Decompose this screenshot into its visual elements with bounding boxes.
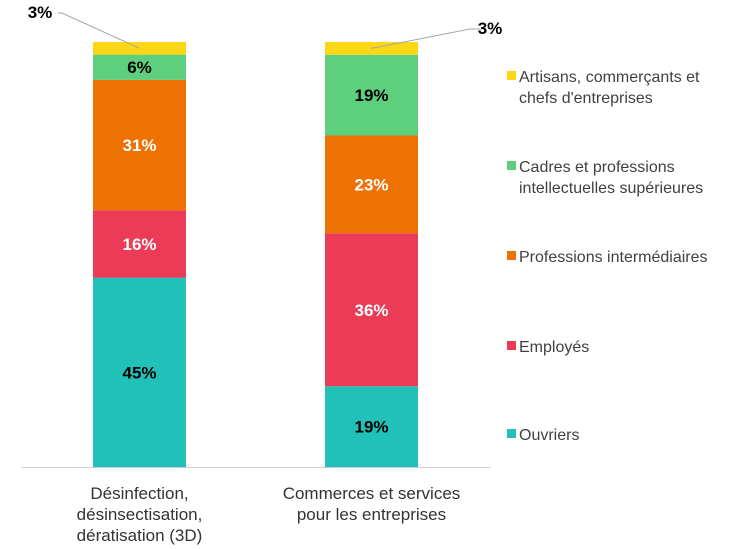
- data-label: 16%: [122, 235, 156, 254]
- category-label-1-line-1: pour les entreprises: [297, 505, 446, 524]
- data-label-callout-0: 3%: [28, 3, 53, 22]
- category-axis: Désinfection, désinsectisation, dératisati…: [22, 467, 490, 545]
- legend-label-4-line-0: Ouvriers: [519, 427, 579, 444]
- legend-swatch-2: [507, 251, 516, 260]
- bar-segment-professions-interm-diaires-0: [93, 79, 186, 211]
- legend-label-2-line-0: Professions intermédiaires: [519, 249, 708, 266]
- callout-leader-line-0: [58, 12, 140, 49]
- bar-segment-employ-s-1: [325, 233, 418, 387]
- bar-segment-cadres-et-professions-intellectuelles-sup-rieures-0: [93, 54, 186, 80]
- legend-label-0-line-0: Artisans, commerçants et: [519, 69, 700, 86]
- legend-swatch-1: [507, 161, 516, 170]
- legend-swatch-4: [507, 429, 516, 438]
- bar-segment-employ-s-0: [93, 210, 186, 278]
- data-labels-layer: 45% 16% 31% 6% 3% 19% 36% 23% 19% 3%: [28, 3, 503, 437]
- data-label: 6%: [127, 58, 152, 77]
- data-label: 36%: [354, 301, 388, 320]
- category-label-0-line-0: Désinfection,: [90, 484, 188, 503]
- data-label: 19%: [354, 86, 388, 105]
- data-label: 45%: [122, 363, 156, 382]
- data-label: 31%: [122, 136, 156, 155]
- bar-segment-cadres-et-professions-intellectuelles-sup-rieures-1: [325, 54, 418, 136]
- legend-swatch-0: [507, 71, 516, 80]
- legend-label-1-line-0: Cadres et professions: [519, 159, 675, 176]
- category-label-0-line-2: dératisation (3D): [77, 526, 203, 545]
- legend-label-3-line-0: Employés: [519, 339, 589, 356]
- legend: Artisans, commerçants et chefs d'entrepri…: [507, 69, 708, 444]
- bars-layer: [93, 42, 418, 467]
- callout-leader-line-1: [371, 28, 486, 49]
- data-label-callout-1: 3%: [478, 19, 503, 38]
- legend-label-0-line-1: chefs d'entreprises: [519, 90, 653, 107]
- bar-segment-ouvriers-0: [93, 277, 186, 467]
- data-label: 19%: [354, 418, 388, 437]
- bar-segment-professions-interm-diaires-1: [325, 135, 418, 234]
- category-label-0-line-1: désinsectisation,: [77, 505, 203, 524]
- category-label-1-line-0: Commerces et services: [283, 484, 461, 503]
- legend-label-1-line-1: intellectuelles supérieures: [519, 180, 703, 197]
- legend-swatch-3: [507, 341, 516, 350]
- data-label: 23%: [354, 175, 388, 194]
- bar-segment-ouvriers-1: [325, 386, 418, 467]
